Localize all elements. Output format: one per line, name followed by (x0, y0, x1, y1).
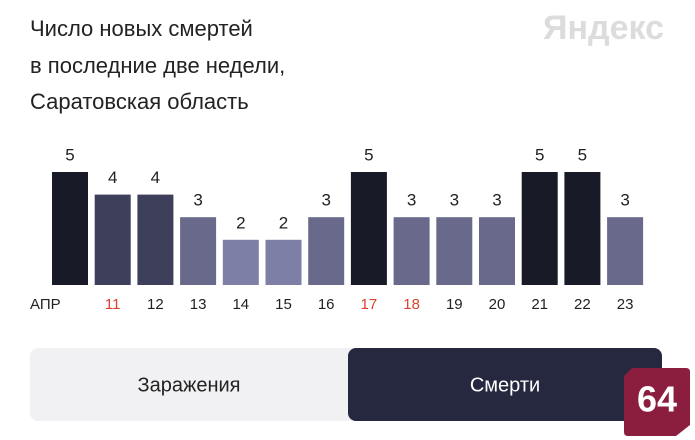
badge-bg (624, 368, 690, 436)
bar (436, 217, 473, 285)
x-tick-label: 22 (574, 296, 591, 313)
x-tick-label: 17 (361, 296, 378, 313)
bar (52, 172, 88, 285)
x-tick-label: 11 (105, 296, 121, 313)
bar (521, 172, 558, 285)
x-tick-label: 20 (489, 296, 506, 313)
x-tick-label: АПР (30, 296, 61, 313)
value-label: 5 (364, 145, 373, 164)
bar (479, 217, 515, 285)
value-label: 3 (193, 191, 202, 210)
x-tick-label: 23 (617, 296, 634, 313)
bar (180, 217, 217, 285)
bar (308, 217, 345, 285)
value-label: 3 (450, 191, 459, 210)
bar (564, 172, 601, 285)
value-label: 5 (65, 145, 74, 164)
x-tick-label: 14 (232, 296, 249, 313)
bar (393, 217, 430, 285)
x-tick-label: 18 (403, 296, 420, 313)
value-label: 4 (151, 168, 160, 187)
bar (607, 217, 644, 285)
bar (265, 239, 302, 285)
title-line: Саратовская область (30, 89, 249, 114)
x-tick-label: 12 (147, 296, 164, 313)
value-label: 5 (535, 145, 544, 164)
value-label: 4 (108, 168, 117, 187)
title-line: Число новых смертей (30, 16, 253, 41)
tab[interactable]: Смерти (470, 374, 540, 396)
x-tick-label: 19 (446, 296, 463, 313)
bar (350, 172, 387, 285)
x-tick-label: 13 (190, 296, 207, 313)
x-tick-label: 15 (275, 296, 292, 313)
tab-active-bg (348, 348, 662, 421)
bar (94, 194, 131, 285)
bar (222, 239, 259, 285)
value-label: 3 (407, 191, 416, 210)
bar (137, 194, 174, 285)
value-label: 2 (236, 213, 245, 232)
tab[interactable]: Заражения (138, 374, 241, 396)
title-line: в последние две недели, (30, 53, 285, 78)
x-tick-label: 21 (531, 296, 548, 313)
logo: Яндекс (543, 9, 664, 47)
value-label: 2 (279, 213, 288, 232)
x-tick-label: 16 (318, 296, 335, 313)
value-label: 3 (321, 191, 330, 210)
value-label: 3 (620, 191, 629, 210)
badge: 64 (637, 379, 677, 420)
value-label: 5 (578, 145, 587, 164)
value-label: 3 (492, 191, 501, 210)
